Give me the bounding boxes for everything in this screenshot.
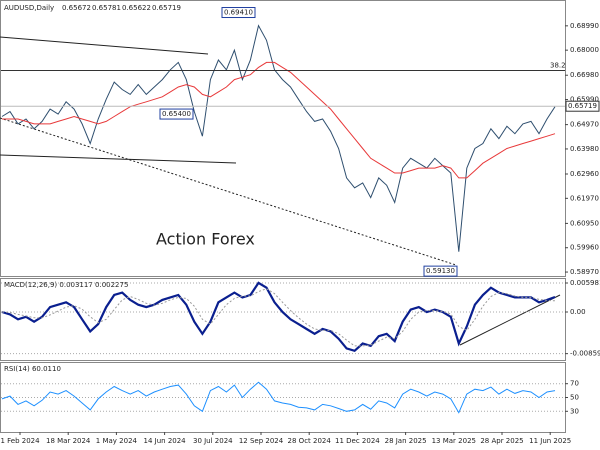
current-price-label: 0.65719 — [568, 102, 597, 110]
x-tick-label: 1 Feb 2024 — [0, 437, 40, 445]
series-line — [2, 61, 556, 179]
price-annotation-box — [423, 265, 458, 277]
x-tick-label: 28 Oct 2024 — [288, 437, 332, 445]
y-tick-label: 0.66980 — [570, 71, 599, 79]
x-tick-label: 12 Sep 2024 — [239, 437, 284, 445]
trend-line — [0, 154, 237, 164]
series-line — [1, 24, 556, 252]
y-tick-label: 50 — [570, 394, 579, 402]
x-tick-label: 11 Dec 2024 — [335, 437, 380, 445]
watermark: Action Forex — [156, 230, 255, 249]
current-price-box — [565, 100, 600, 112]
x-tick-label: 28 Jan 2025 — [385, 437, 427, 445]
y-tick-label: 70 — [570, 380, 579, 388]
price-panel — [0, 0, 566, 277]
price-annotation: 0.59130 — [426, 267, 455, 275]
y-tick-label: 30 — [570, 407, 579, 415]
macd-panel — [0, 278, 566, 361]
price-annotation: 0.69410 — [224, 9, 253, 17]
trend-line — [0, 36, 209, 55]
x-tick-label: 13 Mar 2025 — [432, 437, 476, 445]
x-tick-label: 30 Jul 2024 — [193, 437, 233, 445]
y-tick-label: 0.61970 — [570, 194, 599, 202]
header-value: 0.65622 — [122, 4, 151, 12]
rsi-title: RSI(14) 60.0110 — [4, 365, 61, 373]
series-line — [1, 281, 556, 353]
price-title: AUDUSD,Daily — [4, 4, 54, 12]
y-tick-label: 0.00 — [570, 308, 586, 316]
y-tick-label: 0.68000 — [570, 46, 599, 54]
fib-label: 38.2 — [550, 62, 566, 70]
header-value: 0.65781 — [92, 4, 121, 12]
y-tick-label: 0.65990 — [570, 96, 599, 104]
y-tick-label: 0.64970 — [570, 121, 599, 129]
x-tick-label: 11 Jun 2025 — [529, 437, 571, 445]
series-line — [1, 288, 556, 347]
header-value: 0.65719 — [152, 4, 181, 12]
y-tick-label: 0.59960 — [570, 244, 599, 252]
y-tick-label: 0.60950 — [570, 219, 599, 227]
price-annotation: 0.65400 — [162, 110, 191, 118]
y-tick-label: 0.63980 — [570, 145, 599, 153]
price-annotation-box — [221, 7, 256, 19]
y-tick-label: 0.68990 — [570, 22, 599, 30]
series-line — [1, 381, 556, 414]
x-tick-label: 14 Jun 2024 — [144, 437, 187, 445]
header-value: 0.65672 — [62, 4, 91, 12]
price-annotation-box — [159, 108, 194, 120]
x-tick-label: 18 Mar 2024 — [46, 437, 91, 445]
y-tick-label: 0.005981 — [570, 279, 600, 287]
x-tick-label: 1 May 2024 — [96, 437, 138, 445]
y-tick-label: -0.00859 — [570, 350, 600, 358]
trend-line — [459, 294, 561, 346]
y-tick-label: 0.58970 — [570, 268, 599, 276]
y-tick-label: 0.62960 — [570, 170, 599, 178]
x-tick-label: 28 Apr 2025 — [480, 437, 523, 445]
macd-title: MACD(12,26,9) 0.003117 0.002275 — [4, 281, 128, 289]
